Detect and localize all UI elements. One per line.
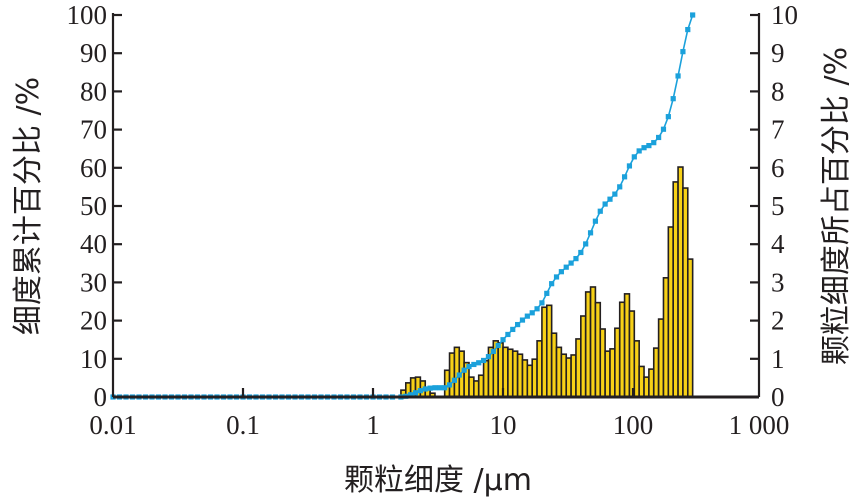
cumulative-point [587,230,594,236]
cumulative-point [476,360,482,366]
cumulative-point [480,357,487,364]
cumulative-point [466,363,472,370]
y-left-axis-label: 细度累计百分比 /% [11,77,46,335]
cumulative-point [412,390,419,396]
cumulative-point [656,134,662,141]
cumulative-point [417,388,423,394]
cumulative-point [408,392,414,398]
y-right-tick-label: 1 [771,344,785,374]
cumulative-point [612,191,618,197]
y-right-tick-label: 10 [771,0,798,30]
x-axis-label: 颗粒细度 /μm [344,463,532,498]
y-right-tick-label: 9 [771,38,785,68]
y-left-tick-label: 30 [80,267,107,297]
cumulative-point [456,372,462,378]
cumulative-point [597,208,603,214]
x-tick-label: 0.1 [226,410,260,440]
y-left-tick-label: 0 [94,382,108,412]
y-right-tick-label: 5 [771,191,785,221]
x-tick-label: 1 [366,410,380,440]
cumulative-point [592,218,599,224]
cumulative-point [539,300,545,306]
cumulative-point [651,140,657,146]
y-left-tick-label: 60 [80,153,107,183]
y-right-tick-label: 4 [771,229,785,259]
y-left-tick-label: 40 [80,229,107,259]
cumulative-point [607,196,613,202]
y-left-tick-label: 70 [80,115,107,145]
y-right-tick-label: 7 [771,115,785,145]
cumulative-point [641,145,647,151]
x-tick-label: 10 [490,410,517,440]
y-left-tick-label: 10 [80,344,107,374]
y-right-tick-label: 6 [771,153,785,183]
cumulative-point [631,154,637,160]
axes-group: 0.01 0.1 1 10 100 1 0000102030405060708090100… [67,0,799,440]
cumulative-point [660,126,667,132]
cumulative-point [524,313,530,319]
bar [686,258,694,398]
cumulative-line-group [110,12,696,400]
y-left-tick-label: 50 [80,191,107,221]
cumulative-point [685,26,691,33]
cumulative-point [563,264,569,270]
cumulative-point [519,317,526,323]
cumulative-point [515,321,521,328]
cumulative-point [670,96,676,102]
cumulative-point [549,281,555,287]
cumulative-point [621,174,628,180]
cumulative-point [505,331,511,338]
cumulative-point [573,256,579,262]
cumulative-point [471,361,477,368]
x-tick-label: 100 [613,410,654,440]
x-tick-label: 1 000 [729,410,790,440]
y-right-axis-label: 颗粒细度所占百分比 /% [819,47,854,365]
cumulative-point [461,367,467,373]
cumulative-point [534,306,540,312]
cumulative-point [442,385,448,391]
cumulative-point [568,260,574,266]
cumulative-point [665,114,671,120]
cumulative-point [626,163,633,169]
cumulative-point [544,290,550,296]
cumulative-point [437,385,443,391]
cumulative-point [490,348,496,354]
cumulative-point [427,385,433,391]
cumulative-point [510,326,516,333]
y-right-tick-label: 0 [771,382,785,412]
cumulative-point [529,310,535,316]
cumulative-point [553,274,560,280]
cumulative-point [485,354,492,360]
cumulative-point [617,184,623,190]
cumulative-point [578,249,584,256]
x-tick-label: 0.01 [89,410,136,440]
cumulative-point [690,12,696,18]
cumulative-point [495,342,501,349]
y-left-tick-label: 20 [80,306,107,336]
y-right-tick-label: 2 [771,306,785,336]
y-left-tick-label: 100 [67,0,108,30]
cumulative-point [451,377,458,383]
cumulative-point [680,49,686,55]
cumulative-point [432,385,438,391]
cumulative-point [675,73,681,79]
y-right-tick-label: 3 [771,267,785,297]
y-right-tick-label: 8 [771,76,785,106]
cumulative-point [500,337,506,343]
cumulative-point [602,201,608,207]
cumulative-point [583,241,589,247]
cumulative-point [446,382,453,388]
cumulative-point [646,142,652,149]
cumulative-point [422,386,428,392]
y-left-tick-label: 80 [80,76,107,106]
y-left-tick-label: 90 [80,38,107,68]
bars-group [400,166,694,398]
cumulative-point [558,269,564,275]
cumulative-point [636,148,642,154]
